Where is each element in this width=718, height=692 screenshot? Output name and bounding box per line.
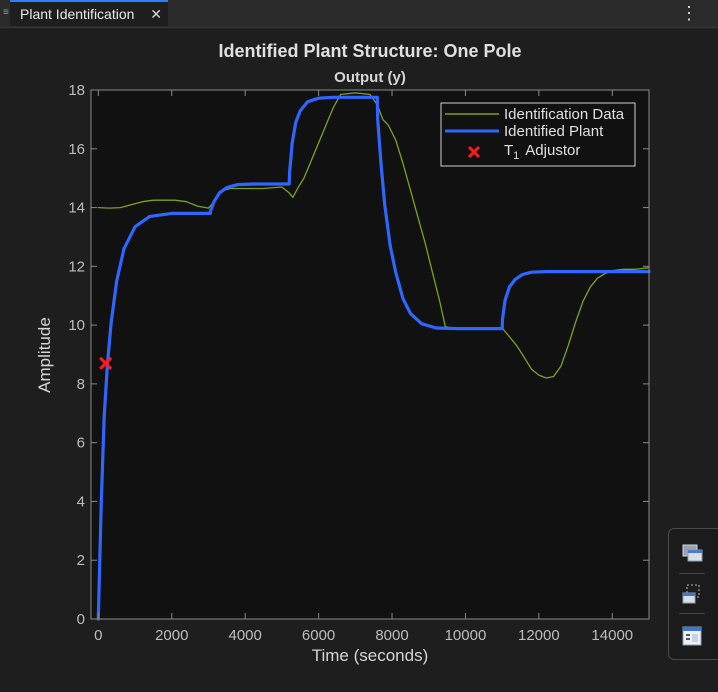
figure-toolbar [668,528,718,660]
y-tick-label: 10 [68,317,85,334]
chart-subtitle: Output (y) [334,69,406,86]
tab-label: Plant Identification [20,6,135,22]
legend-label: Identified Plant [504,123,604,140]
identification-data-line [97,92,650,379]
y-tick-label: 6 [77,435,85,452]
y-axis: 0 2 4 6 8 10 12 14 16 18 [68,82,649,628]
legend-swatch-adjustor [467,145,481,159]
property-panel-icon[interactable] [679,623,705,649]
x-tick-label: 12000 [518,627,560,644]
toolbar-separator [679,613,705,614]
x-axis-label: Time (seconds) [312,646,429,665]
y-tick-label: 4 [77,493,85,510]
adjustor-marker[interactable] [99,356,113,370]
series-identification-data [97,92,650,379]
y-tick-label: 0 [77,611,85,628]
x-tick-label: 10000 [445,627,487,644]
y-axis-label: Amplitude [35,317,54,393]
t1-adjustor[interactable] [99,356,113,370]
y-tick-label: 14 [68,200,85,217]
close-icon[interactable]: ✕ [150,6,162,22]
x-tick-label: 4000 [228,627,261,644]
restore-view-icon[interactable] [679,541,705,567]
legend-label: Identification Data [504,106,625,123]
x-tick-label: 14000 [591,627,633,644]
plot-area[interactable] [91,90,649,619]
x-tick-label: 2000 [155,627,188,644]
y-tick-label: 8 [77,376,85,393]
tab-bar: ≡ Plant Identification ✕ ⋮ [0,0,718,28]
x-tick-label: 8000 [375,627,408,644]
export-icon[interactable] [679,581,705,607]
y-tick-label: 16 [68,141,85,158]
series-identified-plant [96,95,651,621]
toolbar-separator [679,573,705,574]
identified-plant-line [96,95,651,621]
x-tick-label: 0 [94,627,102,644]
legend-label: T1 Adjustor [504,142,580,162]
tab-plant-identification[interactable]: Plant Identification ✕ [10,0,168,26]
drag-handle-icon[interactable]: ≡ [3,7,9,18]
y-tick-label: 18 [68,82,85,99]
plot-frame [90,89,650,620]
x-axis: 0 2000 4000 6000 8000 10000 12000 14000 [94,90,633,644]
chart-title: Identified Plant Structure: One Pole [218,41,521,61]
more-options-icon[interactable]: ⋮ [680,3,698,23]
x-tick-label: 6000 [302,627,335,644]
y-tick-label: 2 [77,552,85,569]
y-tick-label: 12 [68,258,85,275]
chart: Identified Plant Structure: One Pole Out… [35,41,651,665]
